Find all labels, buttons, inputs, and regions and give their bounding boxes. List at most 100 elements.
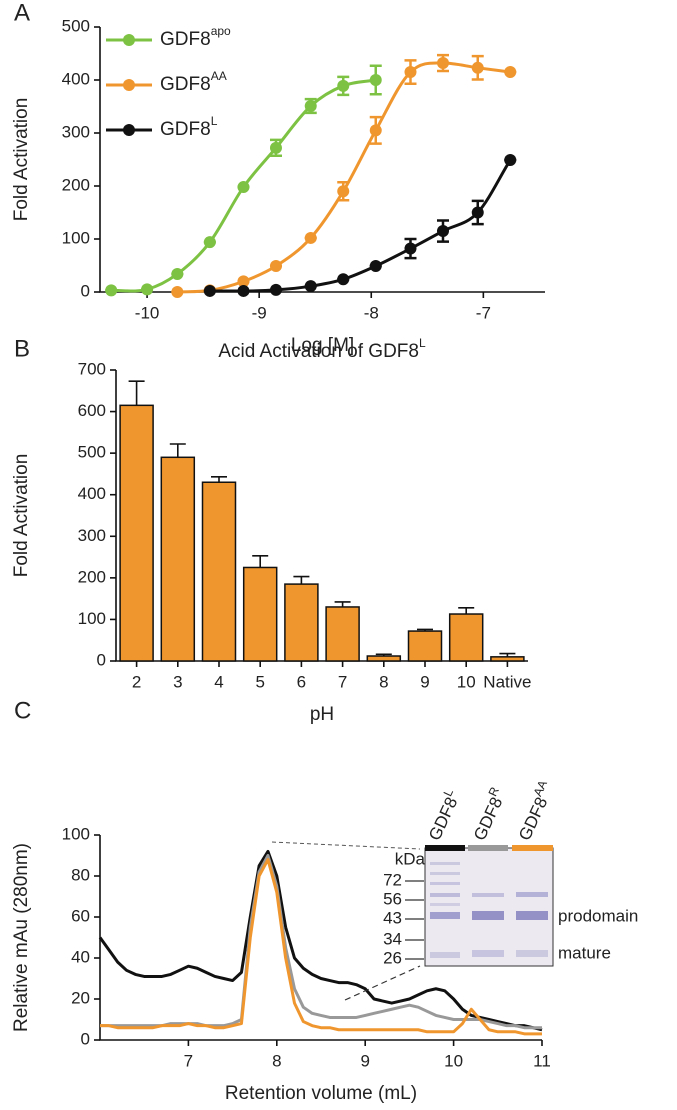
legend-label: GDF8AA (160, 69, 227, 95)
y-tick-label: 300 (78, 526, 106, 545)
point (304, 99, 317, 112)
lane-label: GDF8R (467, 784, 511, 843)
error-bar (128, 380, 145, 406)
panel-label: B (14, 335, 30, 362)
y-tick-label: 0 (81, 1029, 90, 1048)
x-tick-label: 4 (214, 672, 223, 691)
x-tick-label: 6 (297, 672, 306, 691)
y-axis-label: Fold Activation (11, 454, 32, 578)
bar (366, 655, 402, 662)
error-bar (334, 601, 351, 607)
y-tick-label: 100 (62, 228, 90, 247)
y-tick-label: 500 (78, 443, 106, 462)
zoom-line (344, 965, 421, 1001)
y-tick-label: 500 (62, 16, 90, 35)
error-bar (293, 575, 310, 585)
point (237, 181, 250, 194)
bar (201, 481, 237, 662)
panel-label: C (14, 697, 31, 724)
x-tick-label: 8 (379, 672, 388, 691)
chart-title-sup: L (419, 336, 426, 350)
band-label: mature (558, 943, 611, 962)
point (171, 286, 184, 298)
point (404, 66, 417, 79)
y-tick-label: 300 (62, 122, 90, 141)
point (337, 273, 350, 286)
legend-label-sup: L (211, 114, 218, 128)
x-tick-label: 8 (272, 1051, 281, 1070)
y-tick-label: 400 (62, 69, 90, 88)
lane-name: GDF8 (470, 794, 506, 843)
bar (448, 613, 484, 662)
y-tick-label: 700 (78, 359, 106, 378)
error-bar (211, 476, 227, 483)
y-tick-label: 100 (78, 609, 106, 628)
x-tick-label: -8 (364, 303, 379, 322)
bar (490, 656, 525, 662)
gel-marker: 56 (383, 889, 402, 908)
point (369, 74, 382, 86)
gel-marker: 43 (383, 908, 402, 927)
point (337, 185, 350, 198)
error-bar (458, 606, 475, 615)
fit-curve (177, 61, 511, 294)
point (337, 79, 350, 92)
x-axis-label: pH (310, 704, 334, 725)
gel-bands (430, 862, 548, 958)
legend-label-main: GDF8 (160, 119, 211, 140)
lane-name: GDF8 (515, 794, 551, 843)
trace (100, 858, 542, 1036)
y-tick-label: 200 (62, 175, 90, 194)
x-tick-label: 7 (338, 672, 347, 691)
y-tick-label: 600 (78, 401, 106, 420)
x-tick-label: 9 (360, 1051, 369, 1070)
y-tick-label: 40 (71, 947, 90, 966)
y-tick-label: 60 (71, 906, 90, 925)
point (304, 280, 317, 293)
gel-marker: 26 (383, 948, 402, 967)
gel-marker: 72 (383, 870, 402, 889)
point (304, 231, 317, 244)
y-tick-label: 0 (81, 281, 90, 300)
x-tick-label: -10 (135, 303, 160, 322)
x-tick-label: 9 (420, 672, 429, 691)
x-axis-label: Retention volume (mL) (225, 1083, 417, 1104)
trace (100, 854, 542, 1030)
gel (424, 847, 554, 967)
x-tick-label: 2 (132, 672, 141, 691)
lane-bar (468, 845, 508, 851)
bar (325, 606, 360, 662)
point (404, 242, 417, 255)
y-tick-label: 200 (78, 567, 106, 586)
y-tick-label: 80 (71, 865, 90, 884)
x-tick-label: 10 (457, 672, 476, 691)
lane-bar (512, 845, 553, 851)
legend-label: GDF8apo (160, 24, 231, 50)
x-tick-label: 7 (184, 1051, 193, 1070)
bar (160, 456, 196, 662)
lane-label: GDF8L (422, 786, 465, 843)
point (504, 66, 517, 79)
point (141, 283, 154, 296)
y-tick-label: 400 (78, 484, 106, 503)
error-bar (252, 555, 269, 568)
x-tick-label: -7 (476, 303, 491, 322)
lane-sup: AA (531, 778, 550, 798)
x-tick-label: -9 (252, 303, 267, 322)
x-tick-label: 11 (533, 1051, 551, 1070)
lane-label: GDF8AA (512, 778, 559, 843)
point (237, 275, 250, 288)
point (369, 260, 382, 273)
lane-bar (425, 845, 465, 851)
point (471, 61, 484, 74)
point (105, 284, 118, 297)
bar (407, 630, 443, 662)
legend-marker (123, 124, 135, 136)
bar (284, 583, 319, 662)
fit-curve (209, 159, 512, 293)
x-tick-label: 10 (444, 1051, 463, 1070)
point (269, 283, 282, 296)
point (269, 260, 282, 273)
